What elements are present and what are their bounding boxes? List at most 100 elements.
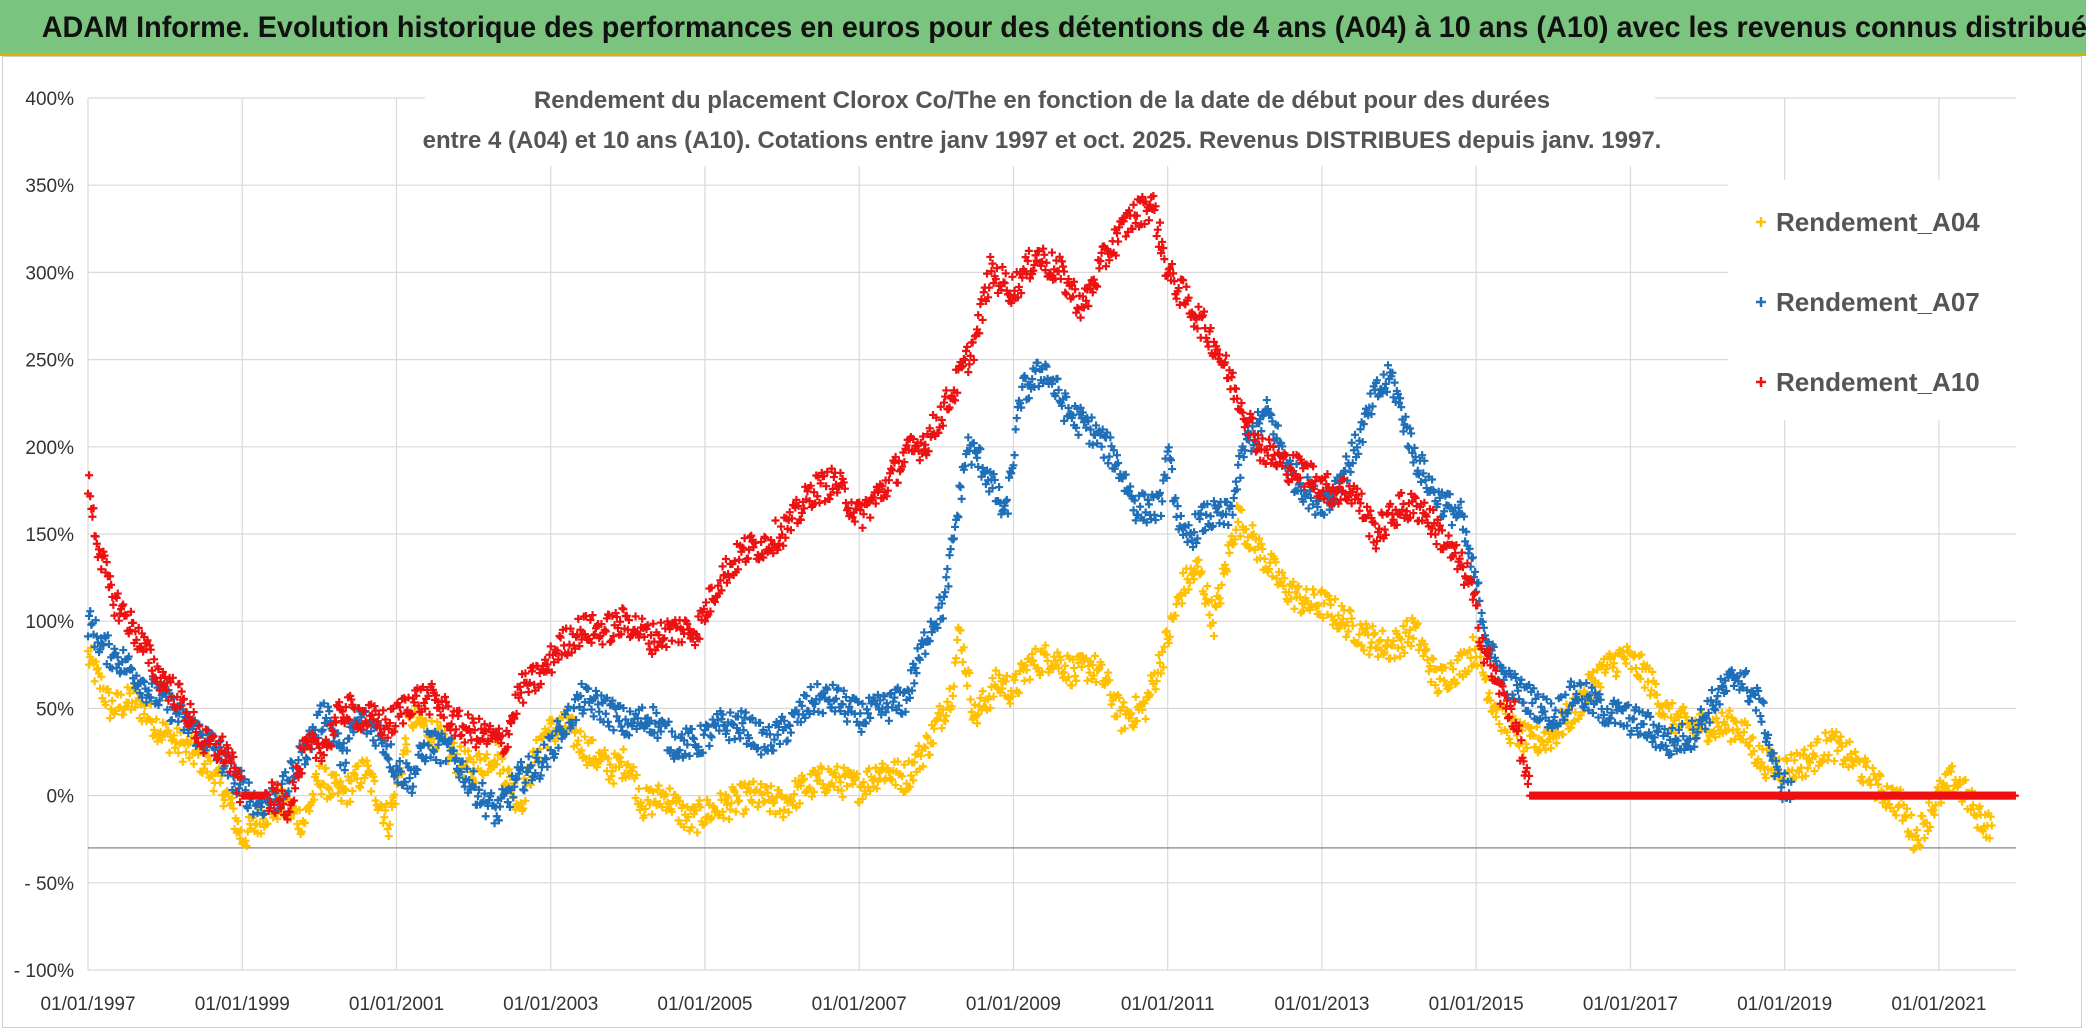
data-point xyxy=(348,787,357,796)
data-point xyxy=(325,785,334,794)
data-point xyxy=(504,765,513,774)
data-point xyxy=(967,707,976,716)
data-point xyxy=(1523,779,1532,788)
data-point xyxy=(1291,588,1300,597)
x-tick-label: 01/01/1997 xyxy=(40,994,135,1015)
data-point xyxy=(481,812,490,821)
data-point xyxy=(402,740,411,749)
data-point xyxy=(1331,595,1340,604)
data-point xyxy=(965,360,974,369)
data-point xyxy=(1061,661,1070,670)
data-point xyxy=(1532,722,1541,731)
data-point xyxy=(1529,731,1538,740)
x-tick-label: 01/01/2005 xyxy=(657,994,752,1015)
data-point xyxy=(615,763,624,772)
data-point xyxy=(153,737,162,746)
data-point xyxy=(1129,200,1138,209)
x-tick-label: 01/01/2021 xyxy=(1891,994,1986,1015)
data-point xyxy=(609,779,618,788)
data-point xyxy=(771,516,780,525)
data-point xyxy=(157,735,166,744)
data-point xyxy=(1249,530,1258,539)
data-point xyxy=(384,832,393,841)
data-point xyxy=(1539,740,1548,749)
data-point xyxy=(1397,635,1406,644)
data-point xyxy=(1290,604,1299,613)
data-point xyxy=(1485,689,1494,698)
data-point xyxy=(399,750,408,759)
data-point xyxy=(91,657,100,666)
data-point xyxy=(583,760,592,769)
data-point xyxy=(1756,712,1765,721)
y-tick-label: 350% xyxy=(25,176,74,197)
y-tick-label: 400% xyxy=(25,89,74,110)
data-point xyxy=(1031,644,1040,653)
data-point xyxy=(1138,705,1147,714)
data-point xyxy=(937,724,946,733)
data-point xyxy=(786,728,795,737)
data-point xyxy=(315,762,324,771)
data-point xyxy=(1092,678,1101,687)
data-point xyxy=(1323,610,1332,619)
data-point xyxy=(995,671,1004,680)
data-point xyxy=(1380,648,1389,657)
data-point xyxy=(1326,600,1335,609)
data-point xyxy=(736,734,745,743)
data-point xyxy=(700,818,709,827)
data-point xyxy=(1209,631,1218,640)
data-point xyxy=(745,780,754,789)
data-point xyxy=(334,789,343,798)
data-point xyxy=(898,772,907,781)
data-point xyxy=(1294,582,1303,591)
data-point xyxy=(1745,697,1754,706)
data-point xyxy=(1230,535,1239,544)
data-point xyxy=(976,694,985,703)
data-point xyxy=(851,773,860,782)
data-point xyxy=(1552,739,1561,748)
data-point xyxy=(718,562,727,571)
data-point xyxy=(353,762,362,771)
data-point xyxy=(624,772,633,781)
data-point xyxy=(784,808,793,817)
data-point xyxy=(1495,720,1504,729)
data-point xyxy=(947,702,956,711)
data-point xyxy=(914,741,923,750)
data-point xyxy=(356,783,365,792)
data-point xyxy=(779,813,788,822)
data-point xyxy=(823,786,832,795)
data-point xyxy=(519,804,528,813)
page-title: ADAM Informe. Evolution historique des p… xyxy=(41,11,2086,44)
data-point xyxy=(1752,706,1760,715)
data-point xyxy=(198,768,207,777)
data-point xyxy=(1447,521,1456,530)
data-point xyxy=(991,666,1000,675)
data-point xyxy=(617,757,626,766)
data-point xyxy=(807,792,816,801)
data-point xyxy=(577,746,586,755)
data-point xyxy=(1220,560,1229,569)
data-point xyxy=(129,618,138,627)
y-tick-label: 300% xyxy=(25,263,74,284)
data-point xyxy=(167,736,176,745)
data-point xyxy=(735,796,744,805)
data-point xyxy=(930,724,939,733)
data-point xyxy=(551,737,560,746)
data-point xyxy=(178,757,187,766)
data-point xyxy=(1207,596,1216,605)
data-point xyxy=(371,796,380,805)
data-point xyxy=(619,745,628,754)
data-point xyxy=(758,790,767,799)
data-point xyxy=(202,767,211,776)
data-point xyxy=(242,842,251,851)
data-point xyxy=(795,799,804,808)
data-point xyxy=(162,720,171,729)
y-tick-label: 250% xyxy=(25,351,74,372)
data-point xyxy=(1176,590,1185,599)
data-point xyxy=(511,805,520,814)
data-point xyxy=(814,769,823,778)
data-point xyxy=(1179,569,1188,578)
data-point xyxy=(1001,497,1010,506)
data-point xyxy=(380,813,389,822)
data-point xyxy=(457,730,466,739)
data-point xyxy=(1505,734,1514,743)
